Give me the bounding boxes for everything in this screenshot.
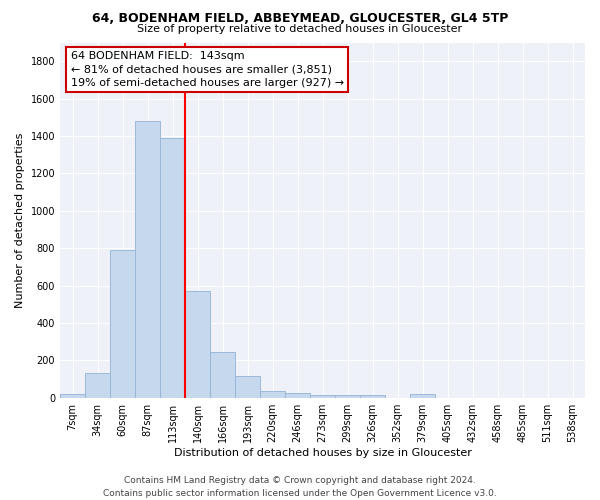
Bar <box>135 121 160 398</box>
Bar <box>210 352 235 398</box>
Bar <box>185 291 210 398</box>
Bar <box>60 394 85 398</box>
Bar <box>335 395 360 398</box>
Bar <box>285 393 310 398</box>
Bar <box>160 138 185 398</box>
Text: 64 BODENHAM FIELD:  143sqm
← 81% of detached houses are smaller (3,851)
19% of s: 64 BODENHAM FIELD: 143sqm ← 81% of detac… <box>71 52 344 88</box>
Bar <box>85 374 110 398</box>
Text: Size of property relative to detached houses in Gloucester: Size of property relative to detached ho… <box>137 24 463 34</box>
Bar <box>310 395 335 398</box>
Text: 64, BODENHAM FIELD, ABBEYMEAD, GLOUCESTER, GL4 5TP: 64, BODENHAM FIELD, ABBEYMEAD, GLOUCESTE… <box>92 12 508 26</box>
Text: Contains HM Land Registry data © Crown copyright and database right 2024.
Contai: Contains HM Land Registry data © Crown c… <box>103 476 497 498</box>
Bar <box>235 376 260 398</box>
Y-axis label: Number of detached properties: Number of detached properties <box>15 132 25 308</box>
Bar <box>260 391 285 398</box>
X-axis label: Distribution of detached houses by size in Gloucester: Distribution of detached houses by size … <box>173 448 472 458</box>
Bar <box>110 250 135 398</box>
Bar <box>410 394 435 398</box>
Bar <box>360 395 385 398</box>
